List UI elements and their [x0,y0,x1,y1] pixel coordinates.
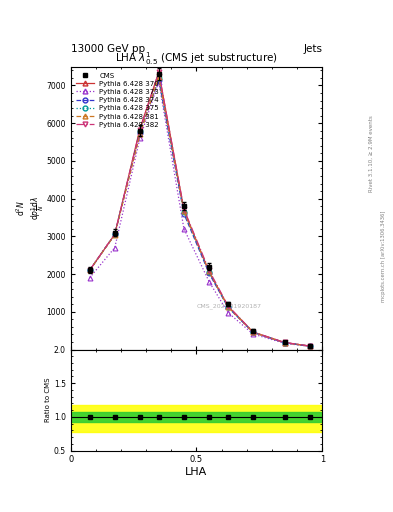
Pythia 6.428 373 [156,78,161,84]
Pythia 6.428 375 [182,209,186,215]
Pythia 6.428 375 [156,75,161,81]
Text: mcplots.cern.ch [arXiv:1306.3436]: mcplots.cern.ch [arXiv:1306.3436] [381,210,386,302]
Pythia 6.428 373 [138,135,142,141]
Pythia 6.428 382 [207,267,211,273]
Pythia 6.428 370 [87,267,92,273]
Line: Pythia 6.428 375: Pythia 6.428 375 [87,75,312,349]
Text: Rivet 3.1.10, ≥ 2.9M events: Rivet 3.1.10, ≥ 2.9M events [369,115,374,192]
Pythia 6.428 382 [226,303,230,309]
Pythia 6.428 381 [307,343,312,349]
Pythia 6.428 370 [226,303,230,309]
Pythia 6.428 382 [307,343,312,349]
Pythia 6.428 374 [87,267,92,273]
Text: 13000 GeV pp: 13000 GeV pp [71,44,145,54]
Pythia 6.428 382 [112,231,117,237]
Line: Pythia 6.428 374: Pythia 6.428 374 [87,77,312,349]
Text: CMS_2021_I1920187: CMS_2021_I1920187 [196,303,261,309]
Pythia 6.428 370 [182,207,186,213]
Pythia 6.428 375 [112,231,117,238]
Pythia 6.428 370 [282,339,287,346]
Pythia 6.428 374 [251,329,255,335]
Text: $\mathrm{d}^2N$
$\mathrm{d}p_\mathrm{T}\mathrm{d}\lambda$: $\mathrm{d}^2N$ $\mathrm{d}p_\mathrm{T}\… [15,196,42,220]
Pythia 6.428 373 [182,226,186,232]
Pythia 6.428 381 [138,132,142,138]
Pythia 6.428 375 [251,329,255,335]
Pythia 6.428 381 [207,268,211,274]
Pythia 6.428 375 [307,343,312,349]
Pythia 6.428 381 [156,74,161,80]
Pythia 6.428 374 [156,77,161,83]
Pythia 6.428 382 [251,329,255,335]
Pythia 6.428 375 [226,304,230,310]
Pythia 6.428 370 [251,329,255,335]
Line: Pythia 6.428 381: Pythia 6.428 381 [87,75,312,349]
Text: $\frac{1}{N}$: $\frac{1}{N}$ [30,205,46,211]
Pythia 6.428 374 [282,339,287,346]
Pythia 6.428 382 [182,206,186,212]
Pythia 6.428 374 [112,231,117,238]
Pythia 6.428 381 [282,339,287,346]
Legend: CMS, Pythia 6.428 370, Pythia 6.428 373, Pythia 6.428 374, Pythia 6.428 375, Pyt: CMS, Pythia 6.428 370, Pythia 6.428 373,… [74,70,161,130]
Pythia 6.428 370 [307,343,312,349]
Pythia 6.428 374 [207,270,211,276]
Pythia 6.428 370 [138,126,142,132]
Pythia 6.428 374 [138,130,142,136]
Pythia 6.428 375 [282,339,287,346]
Pythia 6.428 374 [226,304,230,310]
Pythia 6.428 381 [112,232,117,238]
Pythia 6.428 381 [87,267,92,273]
Pythia 6.428 375 [87,267,92,273]
Pythia 6.428 370 [156,69,161,75]
Pythia 6.428 373 [226,309,230,315]
Pythia 6.428 381 [251,329,255,335]
Title: LHA $\lambda^{1}_{0.5}$ (CMS jet substructure): LHA $\lambda^{1}_{0.5}$ (CMS jet substru… [115,50,278,67]
Pythia 6.428 382 [282,339,287,346]
Bar [71,412,322,421]
Pythia 6.428 374 [307,343,312,349]
Pythia 6.428 373 [87,275,92,281]
Line: Pythia 6.428 373: Pythia 6.428 373 [87,79,312,349]
Pythia 6.428 374 [182,210,186,217]
Pythia 6.428 382 [138,127,142,133]
Pythia 6.428 370 [112,231,117,238]
Pythia 6.428 373 [282,340,287,346]
Pythia 6.428 373 [207,279,211,285]
Pythia 6.428 381 [226,304,230,310]
Pythia 6.428 382 [156,69,161,75]
Pythia 6.428 373 [112,245,117,251]
Pythia 6.428 370 [207,269,211,275]
Text: Jets: Jets [303,44,322,54]
Line: Pythia 6.428 370: Pythia 6.428 370 [87,70,312,349]
Pythia 6.428 381 [182,208,186,215]
Pythia 6.428 382 [87,267,92,273]
X-axis label: LHA: LHA [185,467,208,477]
Pythia 6.428 375 [138,129,142,135]
Line: Pythia 6.428 382: Pythia 6.428 382 [87,70,312,349]
Bar [71,405,322,432]
Pythia 6.428 375 [207,269,211,275]
Pythia 6.428 373 [307,344,312,350]
Pythia 6.428 373 [251,331,255,337]
Y-axis label: Ratio to CMS: Ratio to CMS [45,378,51,422]
